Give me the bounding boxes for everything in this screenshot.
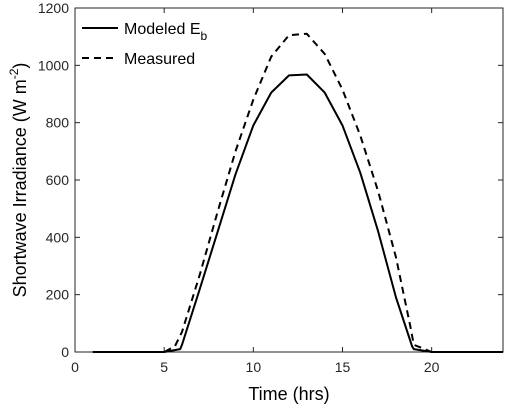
x-tick-label: 5	[160, 359, 168, 375]
series-lines	[92, 32, 503, 353]
legend: Modeled Eb Measured	[82, 21, 208, 68]
legend-label-modeled-subscript: b	[201, 29, 208, 43]
y-tick-label: 0	[61, 344, 69, 360]
legend-label-measured: Measured	[124, 51, 195, 68]
y-tick-label: 800	[46, 115, 70, 131]
x-tick-label: 15	[335, 359, 351, 375]
x-tick-label: 0	[71, 359, 79, 375]
y-axis-label-close: )	[10, 63, 30, 69]
y-axis-label: Shortwave Irradiance (W m-2)	[7, 63, 30, 298]
y-axis-label-main: Shortwave Irradiance (W m	[10, 79, 30, 297]
y-tick-label: 1000	[38, 57, 69, 73]
x-axis-label: Time (hrs)	[248, 384, 329, 404]
series-line-modeled	[92, 73, 503, 353]
legend-label-modeled-main: Modeled E	[124, 21, 201, 38]
y-tick-label: 400	[46, 229, 70, 245]
y-axis-label-superscript: -2	[7, 68, 21, 79]
x-tick-label: 20	[424, 359, 440, 375]
y-tick-label: 600	[46, 172, 70, 188]
x-tick-label: 10	[246, 359, 262, 375]
y-tick-label: 1200	[38, 0, 69, 16]
legend-label-modeled: Modeled Eb	[124, 21, 208, 43]
series-line-measured	[92, 32, 503, 353]
y-tick-label: 200	[46, 287, 70, 303]
